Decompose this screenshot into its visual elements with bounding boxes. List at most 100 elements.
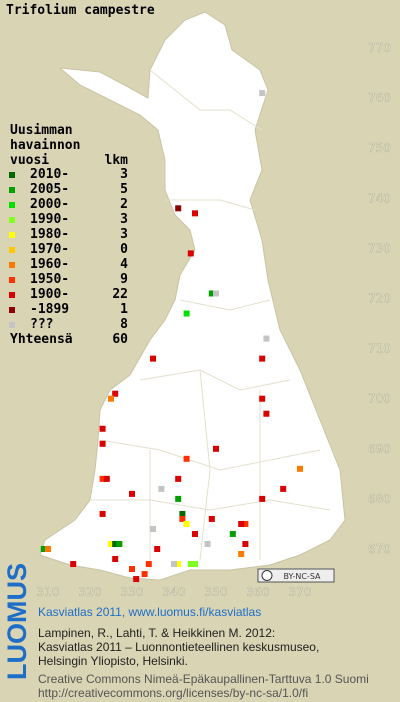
x-tick-label: 320 [79,585,102,599]
legend-label: 1950- [30,272,69,287]
y-tick-label: 730 [368,241,391,255]
legend-swatch [9,262,15,268]
region-borders [90,69,331,570]
record-square [108,395,114,402]
legend-swatch [9,172,15,178]
record-square [154,546,161,552]
license: http://creativecommons.org/licenses/by-n… [38,686,308,700]
border [165,199,256,211]
record-square [129,490,135,497]
y-tick-label: 680 [368,492,391,506]
record-square [204,540,211,547]
record-square [175,205,182,212]
record-square [175,475,182,482]
legend: Uusimman havainnon vuosi lkm 2010- 3 2005-… [9,123,128,347]
legend-swatch [9,277,15,283]
legend-count: 8 [120,317,128,332]
y-tick-label: 700 [368,392,391,406]
x-tick-label: 310 [37,585,60,599]
record-square [112,540,119,547]
y-tick-label: 750 [368,141,391,155]
record-square [171,561,177,568]
record-square [150,525,156,532]
record-square [179,515,186,522]
legend-heading: havainnon [10,138,80,153]
legend-label: 2010- [30,167,69,182]
record-square [183,455,190,462]
border [179,299,271,311]
legend-count: 3 [120,167,128,182]
record-square [238,551,245,558]
record-square [179,510,186,517]
x-tick-label: 350 [205,585,228,599]
legend-swatch [9,307,15,313]
legend-heading: Uusimman [10,123,73,138]
record-square [175,561,182,568]
legend-count: 2 [120,197,128,212]
record-square [133,576,140,583]
record-square [112,390,119,397]
legend-label: 2000- [30,197,69,212]
y-tick-label: 720 [368,292,391,306]
legend-count-heading: lkm [105,153,129,168]
record-square [70,561,77,568]
legend-heading: vuosi [10,153,49,168]
record-square [192,561,198,568]
legend-count: 3 [120,212,128,227]
record-square [259,495,266,502]
record-square [112,556,119,563]
legend-count: 1 [120,302,128,317]
x-tick-label: 330 [121,585,144,599]
record-square [242,540,249,547]
y-tick-label: 690 [368,442,391,456]
record-square [229,530,236,537]
border [99,439,321,471]
record-square [150,355,156,362]
x-tick-label: 360 [247,585,270,599]
record-square [40,546,47,552]
record-square [45,546,51,552]
record-square [238,520,245,527]
record-square [259,395,266,402]
legend-label: 1970- [30,242,69,257]
citation: Kasviatlas 2011 – Luonnontieteellinen ke… [38,640,319,654]
legend-count: 3 [120,227,128,242]
record-square [263,335,270,342]
y-tick-label: 740 [368,191,391,205]
y-tick-label: 760 [368,91,391,105]
legend-swatch [9,247,15,253]
record-square [99,510,106,517]
citation: Helsingin Yliopisto, Helsinki. [38,654,188,668]
badge-text: BY-NC-SA [283,572,321,581]
record-square [192,210,198,217]
legend-label: -1899 [30,302,69,317]
legend-label: 2005- [30,182,69,197]
footer-link: Kasviatlas 2011, www.luomus.fi/kasviatla… [38,605,261,619]
legend-swatch [9,187,15,193]
y-tick-label: 770 [368,41,391,55]
legend-swatch [9,292,15,298]
record-square [99,425,106,432]
legend-count: 4 [120,257,128,272]
record-square [208,290,215,297]
title: Trifolium campestre [6,3,155,18]
record-square [280,485,287,492]
legend-count: 0 [120,242,128,257]
record-square [208,515,215,522]
legend-swatch [9,202,15,208]
cc-icon [261,570,273,581]
legend-label: 1980- [30,227,69,242]
record-square [175,495,182,502]
license-badge: BY-NC-SA [257,568,335,583]
record-square [103,475,110,482]
legend-total: 60 [112,332,128,347]
y-tick-label: 670 [368,542,391,556]
record-square [108,540,114,547]
legend-label: 1990- [30,212,69,227]
border [139,369,291,391]
border [90,499,331,511]
legend-label: 1960- [30,257,69,272]
record-square [183,310,190,317]
x-tick-label: 340 [163,585,186,599]
